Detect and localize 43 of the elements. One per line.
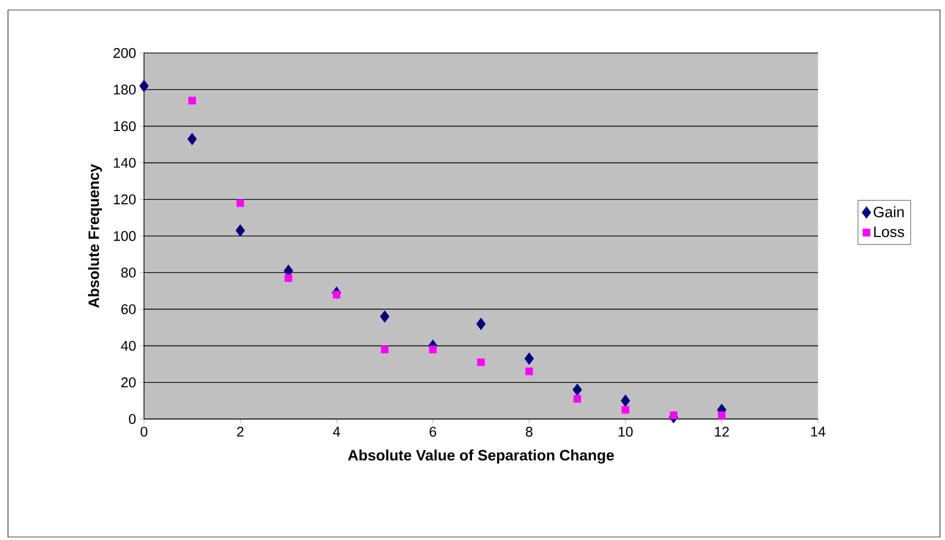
- point: [236, 224, 245, 237]
- x-tick-label: 8: [526, 426, 532, 437]
- y-tick-label: 140: [114, 158, 136, 168]
- y-tick-label: 80: [121, 268, 136, 278]
- y-tick-label: 160: [114, 121, 136, 132]
- point: [718, 412, 726, 420]
- point: [284, 274, 292, 282]
- point: [477, 358, 485, 366]
- point: [380, 346, 389, 354]
- point: [236, 199, 244, 207]
- x-tick-label: 2: [237, 426, 244, 437]
- y-tick-label: 20: [121, 377, 136, 388]
- x-tick-label: 14: [811, 426, 826, 436]
- point: [572, 384, 582, 396]
- x-tick-label: 10: [618, 426, 633, 437]
- point: [622, 406, 630, 414]
- y-tick-label: 180: [114, 84, 136, 95]
- point: [332, 290, 340, 298]
- x-axis-title: Absolute Value of Separation Change: [348, 450, 614, 464]
- y-tick-label: 120: [114, 194, 136, 204]
- point: [188, 96, 196, 104]
- legend-label: Loss: [874, 226, 904, 238]
- x-tick-label: 4: [333, 426, 340, 436]
- y-tick-label: 60: [121, 304, 136, 314]
- x-tick-label: 12: [715, 426, 729, 437]
- x-tick-label: 6: [430, 426, 436, 437]
- point: [525, 368, 533, 376]
- point: [573, 395, 582, 403]
- legend-label: Gain: [874, 206, 904, 218]
- y-tick-label: 100: [114, 231, 136, 241]
- y-axis-title: Absolute Frequency: [88, 164, 102, 308]
- point: [476, 318, 486, 330]
- point: [620, 394, 630, 407]
- point: [670, 412, 678, 420]
- point: [187, 132, 197, 146]
- y-tick-label: 0: [128, 414, 136, 424]
- point: [429, 346, 437, 354]
- point: [380, 310, 390, 323]
- point: [524, 352, 534, 365]
- x-tick-label: 0: [140, 426, 148, 437]
- y-tick-label: 40: [120, 340, 136, 351]
- point: [139, 80, 149, 92]
- y-tick-label: 200: [114, 48, 136, 58]
